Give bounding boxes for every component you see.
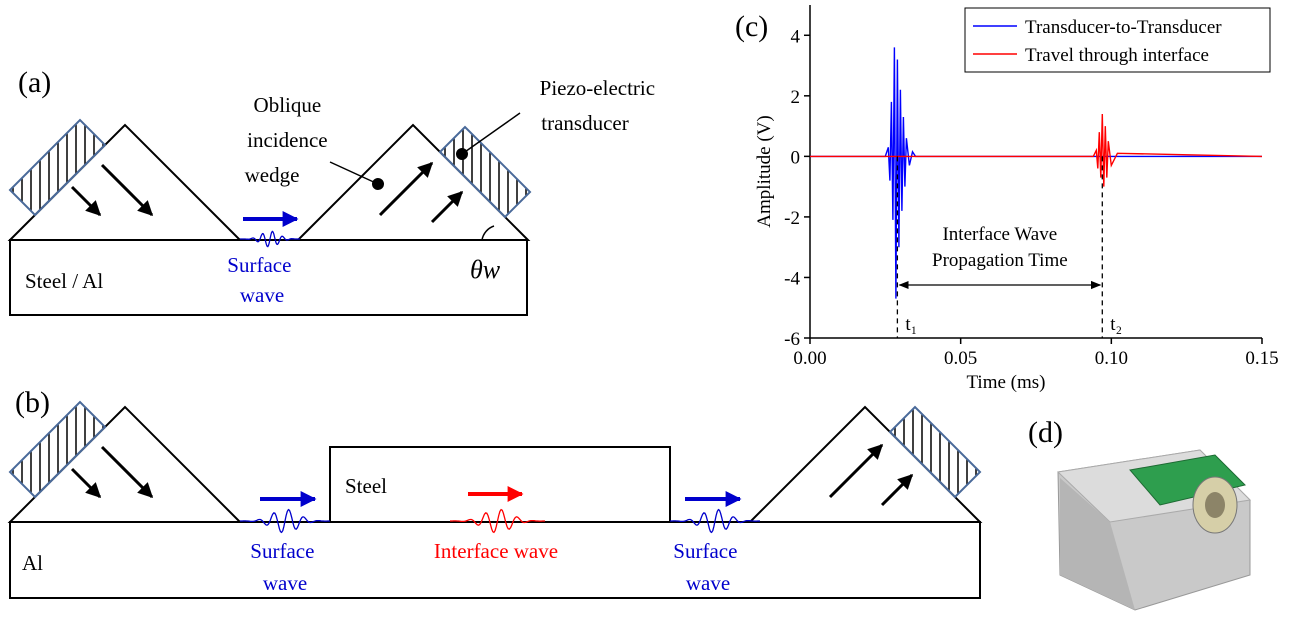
y-tick-label: 4 <box>791 26 801 47</box>
marker-label: t₂ <box>1110 314 1122 335</box>
x-tick-label: 0.10 <box>1095 348 1128 369</box>
pointer <box>329 161 379 185</box>
angle-label: θw <box>470 255 501 284</box>
photo-label <box>1129 454 1246 506</box>
annotation: Interface Wave <box>942 224 1057 245</box>
panel-label: (a) <box>18 66 51 99</box>
panel-label: (b) <box>15 386 50 419</box>
panel-b <box>7 400 983 599</box>
line: Surface <box>250 539 314 563</box>
y-tick-label: 0 <box>791 147 801 168</box>
line: Surface <box>673 539 737 563</box>
legend-label: Travel through interface <box>1025 45 1209 66</box>
transducer <box>888 405 982 499</box>
y-tick-label: -4 <box>784 268 800 289</box>
photo-side <box>1060 478 1135 610</box>
x-tick-label: 0.00 <box>793 348 826 369</box>
x-axis-label: Time (ms) <box>966 372 1045 393</box>
block <box>9 521 981 599</box>
arrow <box>70 467 102 499</box>
transducer <box>8 118 107 217</box>
line: transducer <box>541 111 628 135</box>
y-tick-label: -6 <box>784 329 800 350</box>
arrow <box>100 445 154 499</box>
series-line <box>810 113 1263 187</box>
surface-wave-label: Surface wave <box>250 539 319 595</box>
panel-label: (c) <box>735 10 768 43</box>
panel-a <box>7 112 532 316</box>
x-tick-label: 0.05 <box>944 348 977 369</box>
legend-box <box>964 7 1271 73</box>
wave <box>670 508 760 534</box>
arrow <box>70 185 102 217</box>
block <box>9 239 528 316</box>
surface-wave-label: Surface wave <box>673 539 742 595</box>
wave <box>240 508 330 534</box>
line: wave <box>263 571 307 595</box>
arrow <box>100 163 154 217</box>
line: incidence <box>247 128 327 152</box>
interface-wave-label: Interface wave <box>434 539 558 563</box>
wave <box>240 230 300 248</box>
legend-label: Transducer-to-Transducer <box>1025 17 1222 38</box>
steel-label: Steel <box>345 474 387 498</box>
photo-connector-core <box>1205 492 1225 518</box>
y-tick-label: -2 <box>784 208 800 229</box>
wave <box>450 508 545 534</box>
line: Surface <box>227 253 291 277</box>
transducer-label: Piezo-electric transducer <box>540 76 661 135</box>
pointer <box>461 112 521 155</box>
pointer-dot <box>456 148 468 160</box>
y-tick-label: 2 <box>791 87 801 108</box>
wedge-label: Oblique incidence wedge <box>245 93 333 187</box>
transducer-photo <box>1056 449 1252 611</box>
surface-wave-label: Surface wave <box>227 253 296 307</box>
line: wave <box>686 571 730 595</box>
steel-block <box>329 446 671 523</box>
pointer-dot <box>372 178 384 190</box>
line: Piezo-electric <box>540 76 655 100</box>
arrow <box>430 190 464 224</box>
line: Oblique <box>254 93 322 117</box>
arrow <box>378 161 434 217</box>
transducer <box>8 400 107 499</box>
line: wave <box>240 283 284 307</box>
line: wedge <box>245 163 300 187</box>
annotation: Propagation Time <box>932 250 1068 271</box>
angle-arc <box>481 225 495 241</box>
block-label: Steel / Al <box>25 269 103 293</box>
panel-label: (d) <box>1028 416 1063 449</box>
x-tick-label: 0.15 <box>1245 348 1278 369</box>
arrow <box>828 443 884 499</box>
marker-label: t₁ <box>905 314 917 335</box>
al-label: Al <box>22 551 43 575</box>
arrow <box>880 473 914 507</box>
y-axis-label: Amplitude (V) <box>754 115 775 227</box>
